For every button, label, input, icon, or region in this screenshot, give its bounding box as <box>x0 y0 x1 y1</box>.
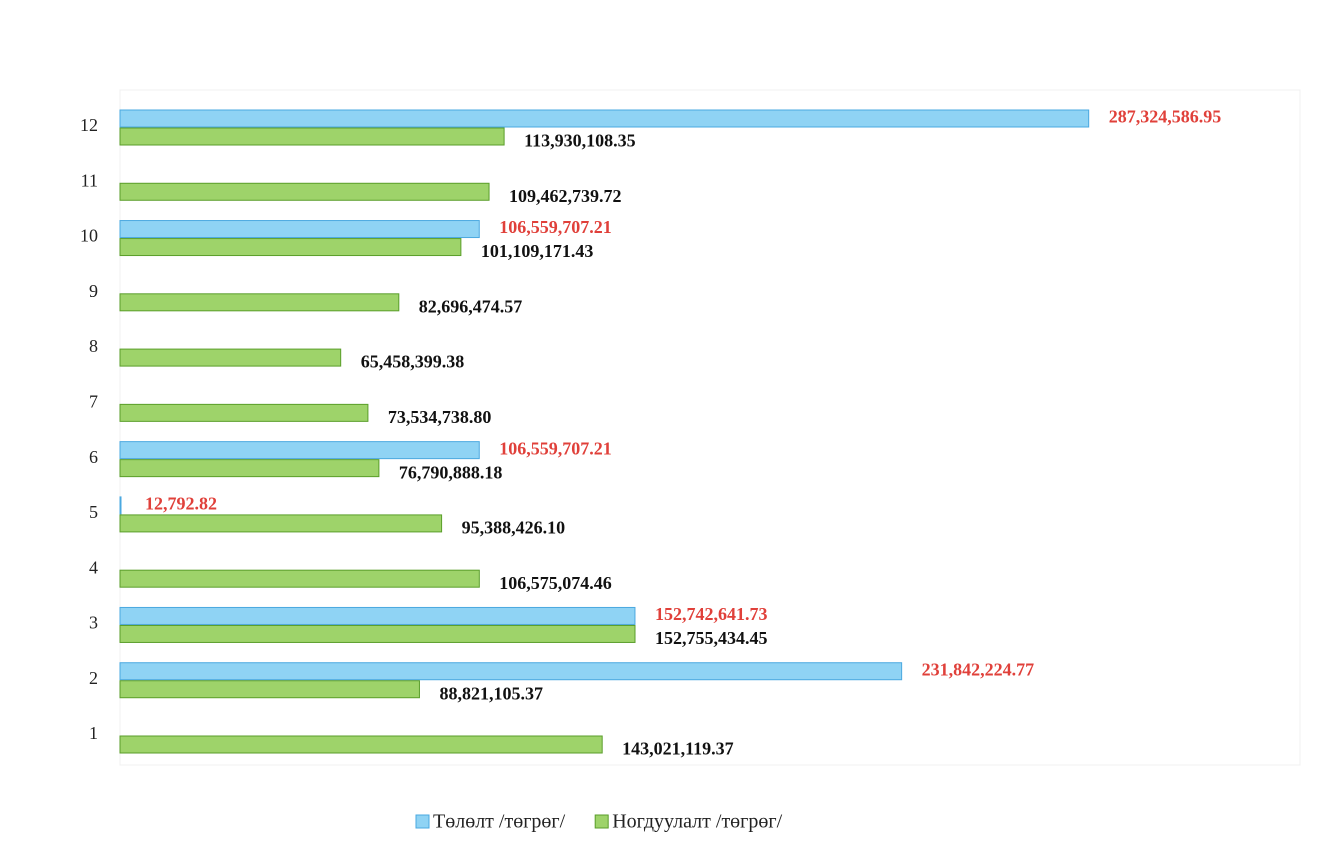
bar <box>119 569 480 588</box>
bar <box>119 441 480 460</box>
value-label: 152,755,434.45 <box>655 628 768 648</box>
plot-area <box>119 89 1301 766</box>
value-label: 106,559,707.21 <box>499 217 611 237</box>
value-label: 113,930,108.35 <box>524 131 636 151</box>
y-tick-label: 3 <box>89 613 98 633</box>
value-label: 73,534,738.80 <box>388 407 492 427</box>
y-tick-label: 12 <box>80 115 98 135</box>
value-label: 12,792.82 <box>145 494 217 514</box>
y-tick-label: 11 <box>81 170 98 190</box>
value-label: 76,790,888.18 <box>399 462 503 482</box>
value-label: 109,462,739.72 <box>509 186 621 206</box>
bar <box>119 606 636 625</box>
value-label: 152,742,641.73 <box>655 604 768 624</box>
value-label: 143,021,119.37 <box>622 739 734 759</box>
bar <box>119 293 400 312</box>
y-tick-label: 6 <box>89 447 98 467</box>
legend-swatch <box>594 814 609 829</box>
y-tick-label: 10 <box>80 226 98 246</box>
value-label: 65,458,399.38 <box>361 352 465 372</box>
bar <box>119 514 443 533</box>
y-tick-label: 1 <box>89 723 98 743</box>
value-label: 231,842,224.77 <box>922 659 1035 679</box>
bar <box>119 220 480 239</box>
y-tick-label: 7 <box>89 391 98 411</box>
bar <box>119 127 505 146</box>
legend-label: Төлөлт /төгрөг/ <box>433 811 566 833</box>
y-tick-label: 2 <box>89 668 98 688</box>
y-tick-label: 5 <box>89 502 98 522</box>
y-tick-label: 9 <box>89 281 98 301</box>
value-label: 101,109,171.43 <box>481 241 593 261</box>
value-label: 106,559,707.21 <box>499 438 611 458</box>
y-tick-label: 4 <box>89 557 98 577</box>
value-label: 106,575,074.46 <box>499 573 612 593</box>
bar <box>119 109 1090 128</box>
y-tick-label: 8 <box>89 336 98 356</box>
value-label: 287,324,586.95 <box>1109 107 1222 127</box>
bar <box>119 662 903 681</box>
bar <box>119 496 122 515</box>
bar <box>119 459 380 478</box>
value-label: 95,388,426.10 <box>462 518 566 538</box>
bar <box>119 238 462 257</box>
bar <box>119 403 369 422</box>
bar <box>119 182 490 201</box>
legend-label: Ногдуулалт /төгрөг/ <box>612 811 782 833</box>
bar <box>119 735 603 754</box>
bar <box>119 624 636 643</box>
legend-swatch <box>415 814 430 829</box>
value-label: 82,696,474.57 <box>419 296 523 316</box>
value-label: 88,821,105.37 <box>439 683 542 703</box>
bar <box>119 680 420 699</box>
bar <box>119 348 342 367</box>
